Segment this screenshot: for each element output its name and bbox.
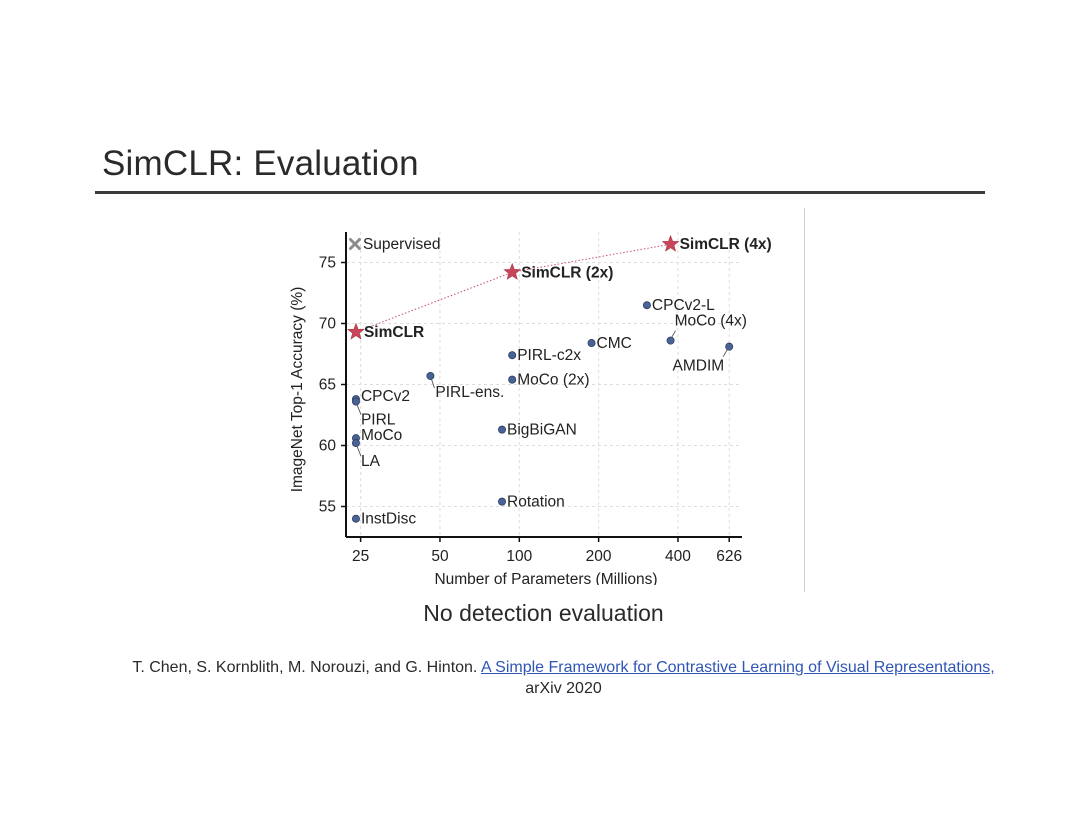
- point-label-moco-4x: MoCo (4x): [675, 313, 747, 330]
- point-label-moco-2x: MoCo (2x): [517, 372, 589, 389]
- x-tick-label: 200: [586, 548, 612, 565]
- point-label-simclr-4x: SimCLR (4x): [680, 236, 772, 253]
- simclr-connector: [355, 243, 671, 333]
- x-axis-label: Number of Parameters (Millions): [434, 571, 657, 585]
- legend-label-supervised: Supervised: [363, 236, 441, 253]
- slide-subtitle: No detection evaluation: [423, 600, 664, 626]
- legend: Supervised: [348, 236, 441, 253]
- point-marker-pirl: [351, 397, 360, 406]
- leader-line-amdim: [722, 349, 728, 357]
- point-label-pirl-ens: PIRL-ens.: [435, 384, 504, 401]
- point-label-bigbigan: BigBiGAN: [507, 422, 577, 439]
- tick-labels: 25 50 100 200 400 626 55 60 65 70 75: [319, 255, 742, 566]
- slide-title: SimCLR: Evaluation: [102, 144, 419, 183]
- leader-line-moco-4x: [671, 330, 676, 338]
- y-tick-label: 60: [319, 438, 337, 455]
- paper-link[interactable]: A Simple Framework for Contrastive Learn…: [480, 659, 995, 676]
- point-label-pirl-c2x: PIRL-c2x: [517, 347, 581, 364]
- y-tick-label: 65: [319, 377, 336, 394]
- leader-line-pirl-ens: [430, 378, 435, 389]
- point-label-cpcv2-l: CPCv2-L: [652, 297, 715, 314]
- y-axis-label: ImageNet Top-1 Accuracy (%): [289, 287, 306, 493]
- x-tick-label: 25: [352, 548, 369, 565]
- supervised-cross-icon: [348, 238, 361, 250]
- x-tick-label: 400: [665, 548, 691, 565]
- data-points: [347, 234, 734, 523]
- title-divider: [95, 191, 985, 194]
- y-tick-label: 55: [319, 499, 336, 516]
- leader-line-pirl: [356, 404, 362, 415]
- point-label-simclr-2x: SimCLR (2x): [521, 264, 613, 281]
- y-tick-label: 70: [319, 316, 337, 333]
- accuracy-vs-parameters-chart: 25 50 100 200 400 626 55 60 65 70 75 SimCLR SimCLR …: [289, 232, 772, 585]
- point-label-rotation: Rotation: [507, 494, 565, 511]
- star-marker-simclr-4x: [661, 234, 680, 252]
- legend-cross-mark: [348, 238, 361, 250]
- point-marker-cmc: [587, 339, 596, 348]
- grid-lines: [346, 232, 742, 537]
- point-label-pirl: PIRL: [361, 412, 396, 429]
- point-label-amdim: AMDIM: [673, 358, 725, 375]
- point-marker-pirl-ens: [426, 371, 435, 380]
- axes: [341, 232, 742, 542]
- citation-authors: T. Chen, S. Kornblith, M. Norouzi, and G…: [132, 659, 478, 676]
- x-tick-label: 50: [431, 548, 449, 565]
- point-marker-moco-4x: [666, 336, 675, 345]
- citation: T. Chen, S. Kornblith, M. Norouzi, and G…: [120, 657, 1007, 699]
- simclr-dotted-line: [355, 243, 671, 333]
- point-label-simclr: SimCLR: [364, 324, 424, 341]
- star-marker-simclr-2x: [503, 262, 522, 280]
- point-label-instdisc: InstDisc: [361, 511, 416, 528]
- point-marker-amdim: [725, 342, 734, 351]
- point-label-moco: MoCo: [361, 427, 402, 444]
- leader-line-la: [356, 445, 362, 457]
- point-marker-rotation: [498, 497, 507, 506]
- point-label-la: LA: [361, 453, 381, 470]
- point-marker-pirl-c2x: [508, 351, 517, 360]
- point-marker-moco-2x: [508, 375, 517, 384]
- point-marker-instdisc: [351, 514, 360, 523]
- point-label-cmc: CMC: [597, 335, 632, 352]
- x-tick-label: 100: [506, 548, 532, 565]
- point-label-cpcv2: CPCv2: [361, 388, 410, 405]
- point-marker-bigbigan: [498, 425, 507, 434]
- citation-venue: arXiv 2020: [525, 680, 602, 697]
- star-marker-simclr: [347, 322, 365, 340]
- point-marker-la: [351, 439, 360, 448]
- point-marker-cpcv2-l: [642, 301, 651, 310]
- y-tick-label: 75: [319, 255, 336, 272]
- vertical-divider: [804, 208, 805, 592]
- x-tick-label: 626: [716, 548, 742, 565]
